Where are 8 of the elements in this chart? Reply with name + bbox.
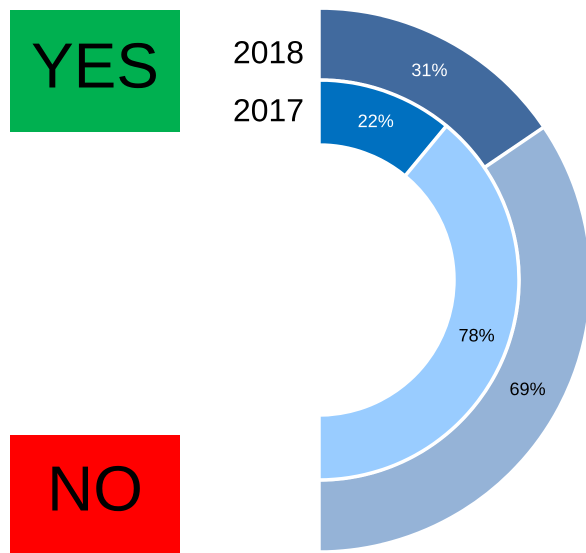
data-label: 31% xyxy=(412,63,447,76)
data-label: 22% xyxy=(358,114,394,128)
text: NO xyxy=(52,466,140,512)
data-label: 78% xyxy=(459,328,494,342)
data-label: 69% xyxy=(510,382,545,396)
text: YES xyxy=(32,42,156,88)
slice-label: 2017 xyxy=(234,98,302,122)
slice-label: 2018 xyxy=(234,40,303,64)
